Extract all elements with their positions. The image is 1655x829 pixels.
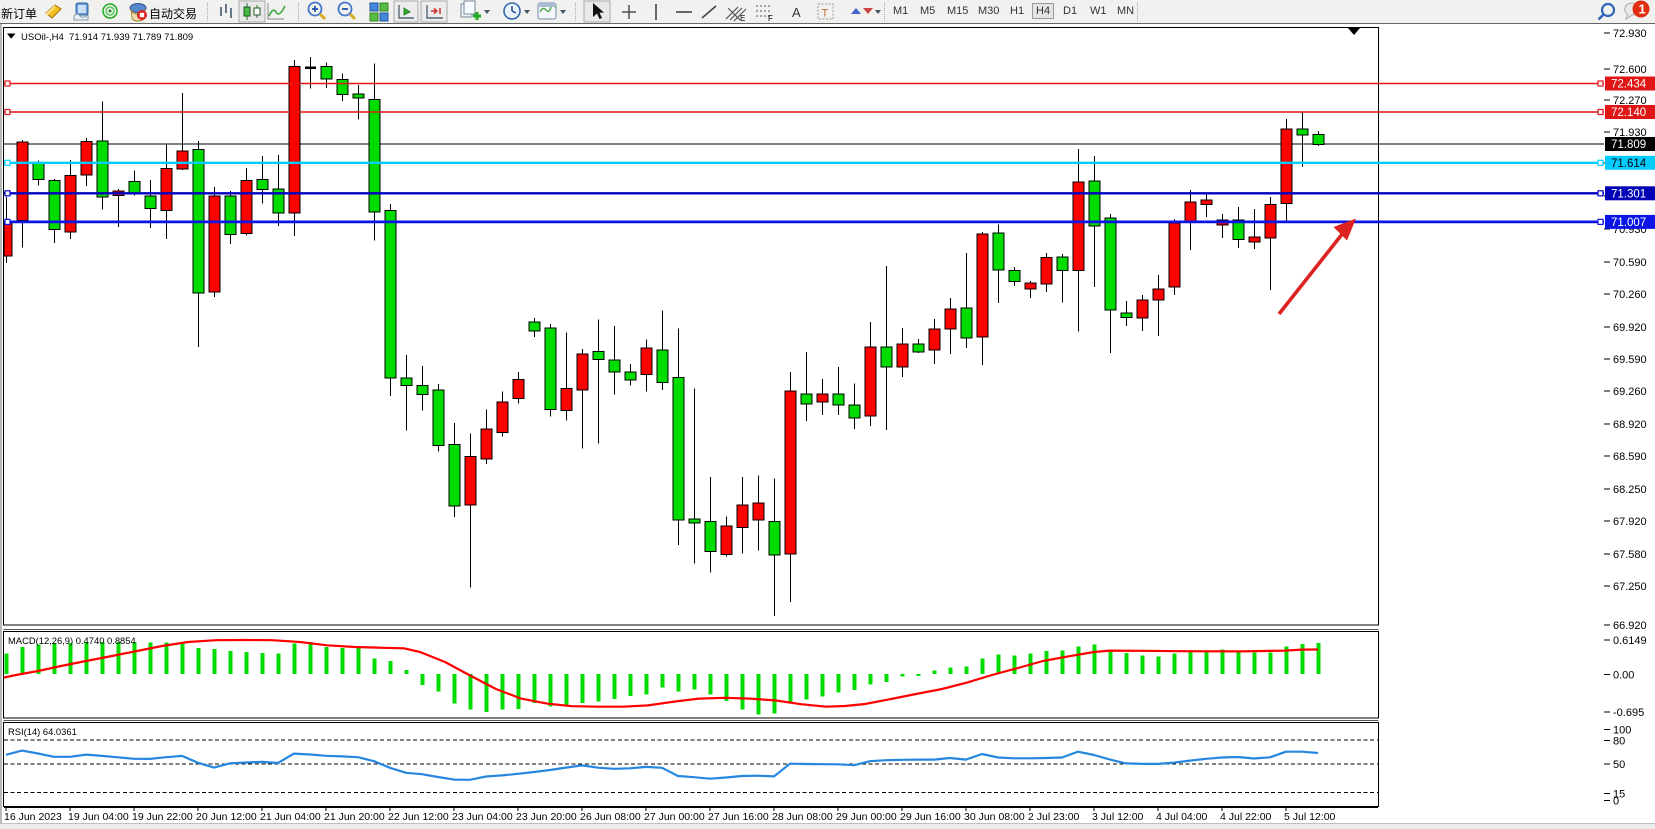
- svg-text:72.270: 72.270: [1613, 95, 1647, 107]
- svg-text:71.007: 71.007: [1611, 217, 1646, 229]
- svg-text:19 Jun 22:00: 19 Jun 22:00: [132, 811, 193, 823]
- svg-text:-0.695: -0.695: [1613, 707, 1644, 719]
- svg-text:30 Jun 08:00: 30 Jun 08:00: [964, 811, 1025, 823]
- svg-text:A: A: [792, 5, 801, 20]
- svg-text:72.930: 72.930: [1613, 28, 1647, 40]
- svg-text:T: T: [822, 8, 829, 20]
- svg-text:69.260: 69.260: [1613, 386, 1647, 398]
- svg-text:71.301: 71.301: [1611, 189, 1646, 201]
- svg-text:0.6149: 0.6149: [1613, 635, 1647, 647]
- svg-text:20 Jun 12:00: 20 Jun 12:00: [196, 811, 257, 823]
- svg-text:71.614: 71.614: [1611, 158, 1647, 170]
- svg-text:72.140: 72.140: [1611, 107, 1646, 119]
- svg-text:F: F: [768, 14, 773, 23]
- svg-text:71.930: 71.930: [1613, 127, 1647, 139]
- svg-text:MACD(12,26,9) 0.4740 0.8854: MACD(12,26,9) 0.4740 0.8854: [8, 635, 136, 646]
- svg-text:68.250: 68.250: [1613, 484, 1647, 496]
- svg-text:27 Jun 16:00: 27 Jun 16:00: [708, 811, 769, 823]
- svg-text:21 Jun 20:00: 21 Jun 20:00: [324, 811, 385, 823]
- svg-text:67.920: 67.920: [1613, 516, 1647, 528]
- svg-text:26 Jun 08:00: 26 Jun 08:00: [580, 811, 641, 823]
- svg-text:72.434: 72.434: [1611, 79, 1647, 91]
- svg-text:71.809: 71.809: [1611, 139, 1646, 151]
- svg-text:100: 100: [1613, 725, 1631, 737]
- svg-text:70.590: 70.590: [1613, 257, 1647, 269]
- svg-text:23 Jun 04:00: 23 Jun 04:00: [452, 811, 513, 823]
- svg-text:3 Jul 12:00: 3 Jul 12:00: [1092, 811, 1144, 823]
- svg-text:1: 1: [1639, 2, 1646, 17]
- svg-text:2 Jul 23:00: 2 Jul 23:00: [1028, 811, 1080, 823]
- svg-text:67.580: 67.580: [1613, 549, 1647, 561]
- svg-text:28 Jun 08:00: 28 Jun 08:00: [772, 811, 833, 823]
- svg-text:4 Jul 04:00: 4 Jul 04:00: [1156, 811, 1208, 823]
- svg-text:50: 50: [1613, 759, 1625, 771]
- svg-text:0.00: 0.00: [1613, 670, 1634, 682]
- svg-text:67.250: 67.250: [1613, 581, 1647, 593]
- svg-text:68.920: 68.920: [1613, 419, 1647, 431]
- svg-text:72.600: 72.600: [1613, 64, 1647, 76]
- svg-text:USOil-,H4 71.914 71.939 71.78: USOil-,H4 71.914 71.939 71.789 71.809: [21, 32, 193, 43]
- svg-text:27 Jun 00:00: 27 Jun 00:00: [644, 811, 705, 823]
- svg-text:15: 15: [1613, 789, 1625, 801]
- svg-text:80: 80: [1613, 736, 1625, 748]
- svg-text:22 Jun 12:00: 22 Jun 12:00: [388, 811, 449, 823]
- svg-text:19 Jun 04:00: 19 Jun 04:00: [68, 811, 129, 823]
- svg-text:E: E: [740, 14, 745, 23]
- svg-text:RSI(14) 64.0361: RSI(14) 64.0361: [8, 726, 77, 737]
- svg-text:16 Jun 2023: 16 Jun 2023: [4, 811, 62, 823]
- svg-text:66.920: 66.920: [1613, 620, 1647, 632]
- svg-text:29 Jun 00:00: 29 Jun 00:00: [836, 811, 897, 823]
- svg-text:21 Jun 04:00: 21 Jun 04:00: [260, 811, 321, 823]
- svg-text:70.260: 70.260: [1613, 289, 1647, 301]
- svg-text:69.590: 69.590: [1613, 354, 1647, 366]
- svg-text:68.590: 68.590: [1613, 451, 1647, 463]
- svg-text:23 Jun 20:00: 23 Jun 20:00: [516, 811, 577, 823]
- svg-text:29 Jun 16:00: 29 Jun 16:00: [900, 811, 961, 823]
- svg-text:69.920: 69.920: [1613, 322, 1647, 334]
- svg-text:4 Jul 22:00: 4 Jul 22:00: [1220, 811, 1272, 823]
- svg-text:0: 0: [1613, 796, 1619, 808]
- svg-text:5 Jul 12:00: 5 Jul 12:00: [1284, 811, 1336, 823]
